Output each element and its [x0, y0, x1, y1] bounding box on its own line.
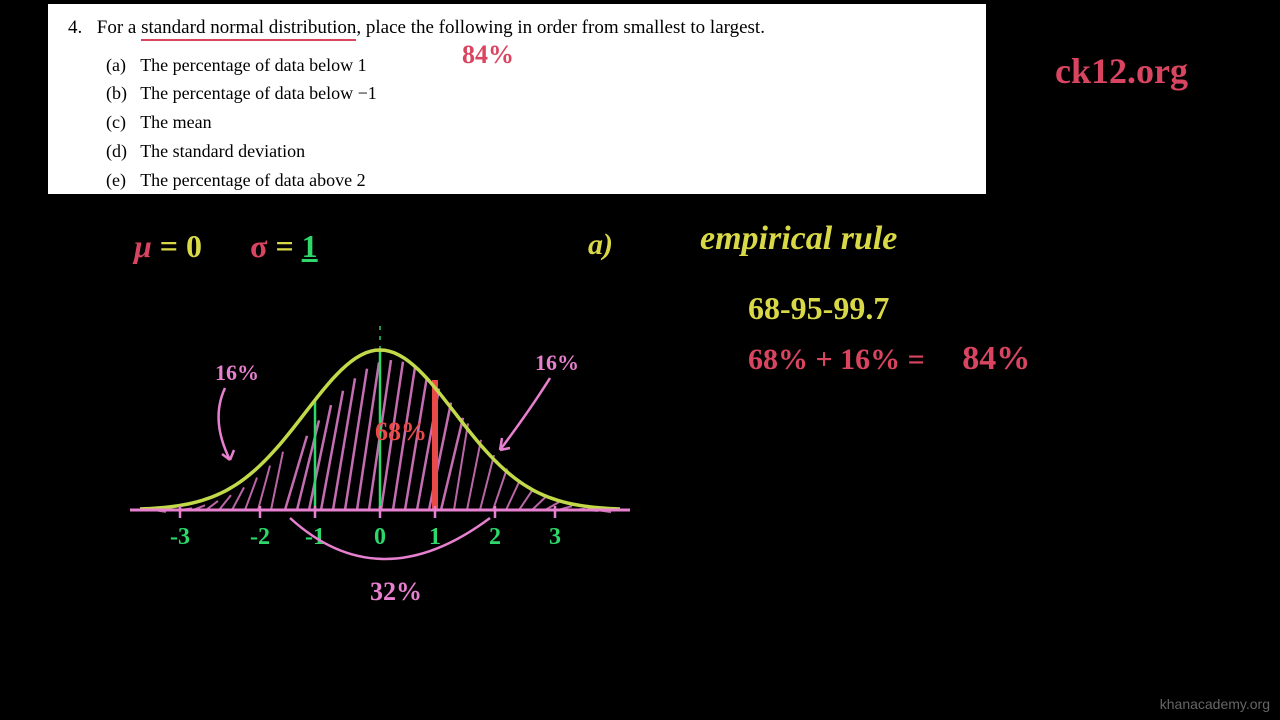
mu-sigma-formula: μ = 0 σ = 1 — [134, 228, 318, 265]
option-c: (c) The mean — [106, 108, 966, 137]
svg-text:1: 1 — [429, 524, 441, 550]
option-b: (b) The percentage of data below −1 — [106, 79, 966, 108]
brand-label: ck12.org — [1055, 50, 1188, 92]
empirical-rule-title: empirical rule — [700, 220, 897, 258]
option-c-label: (c) — [106, 108, 136, 137]
svg-text:3: 3 — [549, 524, 561, 550]
options-list: (a) The percentage of data below 1 (b) T… — [106, 51, 966, 195]
question-box: 4. For a standard normal distribution, p… — [48, 4, 986, 194]
option-e: (e) The percentage of data above 2 — [106, 166, 966, 195]
part-a-label: a) — [588, 228, 613, 262]
question-prefix: For a — [97, 17, 141, 38]
svg-text:-2: -2 — [250, 524, 270, 550]
option-d-label: (d) — [106, 137, 136, 166]
question-number: 4. — [68, 14, 92, 43]
calculation-line: 68% + 16% = 84% — [748, 340, 1030, 378]
svg-text:68%: 68% — [375, 417, 427, 446]
calc-result: 84% — [962, 340, 1030, 377]
bell-curve-svg: -3-2-1012368%16%16%32% — [120, 300, 640, 620]
rule-numbers: 68-95-99.7 — [748, 290, 889, 327]
svg-text:-3: -3 — [170, 524, 190, 550]
annotation-84-percent: 84% — [462, 40, 514, 70]
svg-text:2: 2 — [489, 524, 501, 550]
mu-symbol: μ — [134, 228, 152, 264]
option-d-text: The standard deviation — [140, 141, 305, 161]
option-c-text: The mean — [140, 112, 211, 132]
one-value: 1 — [302, 228, 318, 264]
svg-text:16%: 16% — [215, 360, 259, 385]
option-a: (a) The percentage of data below 1 — [106, 51, 966, 80]
bell-curve-chart: -3-2-1012368%16%16%32% — [120, 300, 640, 620]
option-a-label: (a) — [106, 51, 136, 80]
option-e-text: The percentage of data above 2 — [140, 170, 365, 190]
question-underlined: standard normal distribution — [141, 17, 356, 41]
eq-text: = — [267, 228, 301, 264]
watermark: khanacademy.org — [1160, 696, 1270, 712]
option-e-label: (e) — [106, 166, 136, 195]
question-text: 4. For a standard normal distribution, p… — [68, 14, 966, 43]
sigma-symbol: σ — [250, 228, 267, 264]
svg-text:32%: 32% — [370, 577, 422, 606]
calc-left: 68% + 16% = — [748, 343, 932, 376]
eq-zero: = 0 — [152, 228, 202, 264]
option-a-text: The percentage of data below 1 — [140, 55, 366, 75]
question-suffix: , place the following in order from smal… — [356, 17, 765, 38]
option-d: (d) The standard deviation — [106, 137, 966, 166]
option-b-label: (b) — [106, 79, 136, 108]
svg-text:16%: 16% — [535, 350, 579, 375]
svg-text:0: 0 — [374, 524, 386, 550]
option-b-text: The percentage of data below −1 — [140, 83, 377, 103]
